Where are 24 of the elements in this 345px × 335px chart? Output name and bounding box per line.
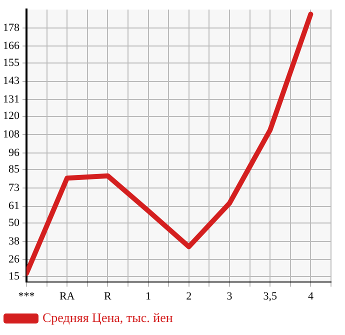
x-tick-label: *** (18, 290, 35, 302)
y-tick-label: 61 (8, 200, 20, 212)
y-tick-label: 96 (8, 146, 20, 159)
x-tick-label: R (104, 290, 112, 302)
y-tick-label: 155 (3, 56, 20, 69)
y-tick-label: 85 (8, 164, 20, 176)
y-tick-label: 178 (3, 22, 20, 34)
y-tick-label: 38 (8, 235, 20, 248)
y-tick-label: 143 (3, 75, 20, 88)
x-tick-label: 2 (186, 290, 192, 302)
x-tick-label: 3 (226, 290, 233, 302)
y-tick-label: 166 (3, 40, 20, 52)
y-tick-label: 50 (8, 216, 20, 229)
y-tick-label: 73 (8, 182, 20, 194)
y-tick-label: 131 (3, 93, 20, 106)
x-tick-label: 1 (146, 290, 152, 302)
y-tick-label: 26 (8, 254, 20, 266)
legend-label: Средняя Цена, тыс. йен (42, 310, 173, 325)
x-tick-label: 4 (308, 290, 314, 302)
y-tick-label: 15 (8, 270, 20, 282)
x-tick-label: 3,5 (263, 290, 278, 302)
y-tick-label: 108 (3, 128, 20, 141)
y-tick-label: 120 (3, 110, 20, 122)
x-tick-label: RA (59, 290, 75, 302)
